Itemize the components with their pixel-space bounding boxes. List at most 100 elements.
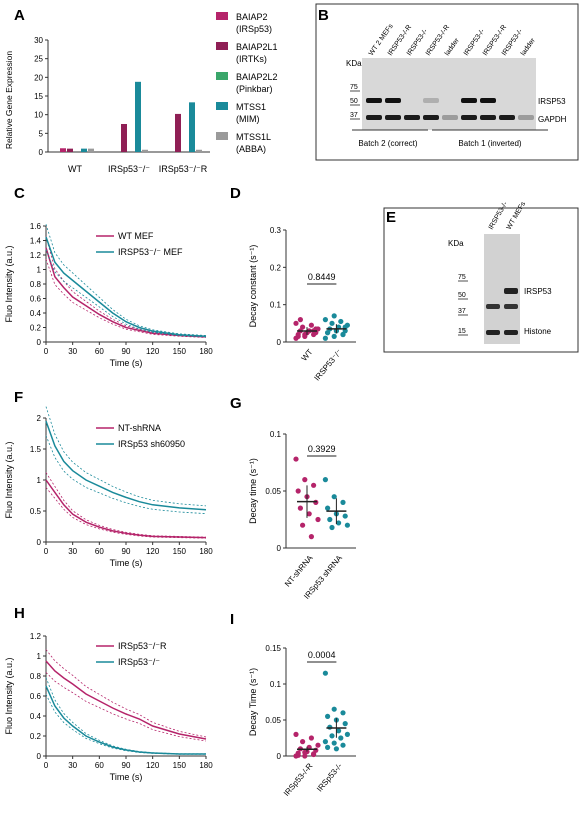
panel-b-band-irsp53 — [366, 98, 382, 103]
panelI-data-point — [344, 731, 350, 738]
panel-b-western-blot: KDa IRSP53 GAPDH Batch 2 (correct) Batch… — [315, 3, 579, 161]
panelH-series-line — [45, 685, 206, 755]
panel-a-bar — [196, 149, 202, 152]
panel-e-band-histone-left — [486, 330, 500, 335]
panelG-data-point — [295, 488, 301, 494]
panel-a-bar — [60, 148, 66, 152]
panelD-ylabel: Decay constant (s⁻¹) — [248, 245, 258, 328]
panelI-group-label: IRSp53-/- — [315, 761, 344, 793]
panelI-data-point — [340, 710, 346, 716]
panelF-series-lower-band — [45, 487, 207, 539]
panelD-data-point — [295, 333, 301, 339]
panelC-ytick-label: 0.8 — [30, 280, 42, 289]
panelH-series-upper-band — [45, 649, 207, 738]
panelD-data-point — [325, 330, 331, 336]
panelG-group-label: NT-shRNA — [283, 553, 315, 589]
panel-a-legend-name: BAIAP2L2 — [236, 72, 278, 82]
panel-a-legend-name: MTSS1 — [236, 102, 266, 112]
panelD-ytick-label: 0.1 — [270, 301, 282, 310]
panelH-xtick-label: 120 — [146, 761, 160, 770]
panelG-data-point — [315, 516, 321, 523]
panelI-data-point — [295, 752, 301, 758]
panelD-data-point — [331, 333, 337, 339]
panel-e-marker-label: 15 — [458, 328, 466, 335]
panel-b-lane-label: ladder — [444, 37, 461, 58]
panel-b-marker-label: 37 — [350, 112, 358, 119]
panel-e-marker-label: 75 — [458, 274, 466, 281]
panel-a-bar — [67, 148, 73, 152]
panel-c-line-chart: 0 30 60 90 120 150 180 0 0.2 0.4 0.6 0.8 1 1.2 1.4 1.6 W… — [4, 222, 213, 368]
panelI-data-point — [302, 749, 308, 756]
panelC-series-lower-band — [45, 249, 207, 338]
panel-label-f: F — [14, 389, 23, 406]
panelI-group-label: IRSp53-/-R — [282, 761, 315, 798]
panelG-data-point — [342, 513, 348, 519]
panelC-legend-label: IRSP53⁻/⁻ MEF — [118, 247, 183, 257]
panel-a-legend-swatch — [216, 102, 228, 110]
panel-a-ytick-label: 0 — [39, 148, 44, 157]
panel-i-scatter: 0 0.05 0.1 0.15 0.0004 IRSp53-/-R IRSp53-/- Dec… — [248, 644, 356, 798]
panel-b-band-gapdh — [423, 115, 439, 120]
panelC-series-upper-band — [45, 224, 207, 336]
panelI-data-point — [302, 753, 308, 759]
panelH-ytick-label: 0.6 — [30, 692, 42, 701]
panel-a-bar — [121, 124, 127, 152]
panelD-data-point — [293, 320, 299, 326]
panelC-ytick-label: 1.6 — [30, 222, 42, 231]
panelC-xtick-label: 150 — [173, 347, 187, 356]
panelI-pvalue: 0.0004 — [308, 650, 336, 660]
panelI-data-point — [331, 706, 337, 712]
panel-a-legend-sub: (ABBA) — [236, 144, 266, 154]
panelI-data-point — [311, 751, 317, 757]
panel-b-band-irsp53: IRSP53 — [538, 97, 566, 106]
panelG-data-point — [300, 522, 306, 528]
panel-e-kda: KDa — [448, 239, 464, 248]
panelH-ylabel: Fluo Intensity (a.u.) — [4, 657, 14, 734]
panelC-series-line — [45, 236, 207, 337]
panel-a-ytick-label: 25 — [34, 55, 43, 64]
panelF-ytick-label: 0 — [37, 538, 42, 547]
panel-label-h: H — [14, 605, 25, 622]
panel-a-bar — [189, 102, 195, 152]
panelF-series-line — [45, 420, 207, 511]
panel-a-bar — [81, 148, 87, 152]
panelH-xtick-label: 30 — [68, 761, 77, 770]
panel-a-legend: BAIAP2 (IRSp53) BAIAP2L1 (IRTKs) BAIAP2L2 (Pi… — [216, 12, 278, 154]
panelG-data-point — [336, 520, 342, 526]
panelD-data-point — [338, 318, 344, 325]
panelD-ytick-label: 0.3 — [270, 226, 282, 235]
panelC-xlabel: Time (s) — [110, 358, 143, 368]
panelI-data-point — [322, 739, 328, 745]
panel-b-band-irsp53 — [423, 98, 439, 103]
panelH-ytick-label: 0.8 — [30, 672, 42, 681]
panelC-xtick-label: 180 — [199, 347, 213, 356]
panel-b-band-gapdh — [404, 115, 420, 120]
panel-label-g: G — [230, 395, 242, 412]
panelG-data-point — [340, 499, 346, 505]
panelG-ylabel: Decay time (s⁻¹) — [248, 458, 258, 524]
panelH-legend-label: IRSp53⁻/⁻ — [118, 657, 160, 667]
panelI-data-point — [342, 721, 348, 727]
panel-b-band-irsp53 — [461, 98, 477, 103]
panelC-ytick-label: 0.2 — [30, 324, 42, 333]
panelI-ytick-label: 0.15 — [265, 644, 281, 653]
panelF-ylabel: Fluo Intensity (a.u.) — [4, 441, 14, 518]
panel-b-band-gapdh — [518, 115, 534, 120]
panelF-xtick-label: 150 — [173, 547, 187, 556]
panel-b-band-irsp53 — [480, 98, 496, 103]
panelH-xlabel: Time (s) — [110, 772, 143, 782]
panelD-data-point — [340, 331, 346, 338]
panel-a-legend-sub: (IRTKs) — [236, 54, 267, 64]
panelI-data-point — [325, 713, 331, 720]
panel-a-ytick-label: 15 — [34, 92, 43, 101]
panelG-ytick-label: 0.05 — [265, 487, 281, 496]
panelI-data-point — [329, 733, 335, 739]
panelF-xtick-label: 30 — [68, 547, 77, 556]
panelC-xtick-label: 120 — [146, 347, 160, 356]
panelG-data-point — [329, 524, 335, 531]
panelH-series-lower-band — [45, 672, 207, 742]
panel-b-lane-label: ladder — [520, 37, 537, 58]
